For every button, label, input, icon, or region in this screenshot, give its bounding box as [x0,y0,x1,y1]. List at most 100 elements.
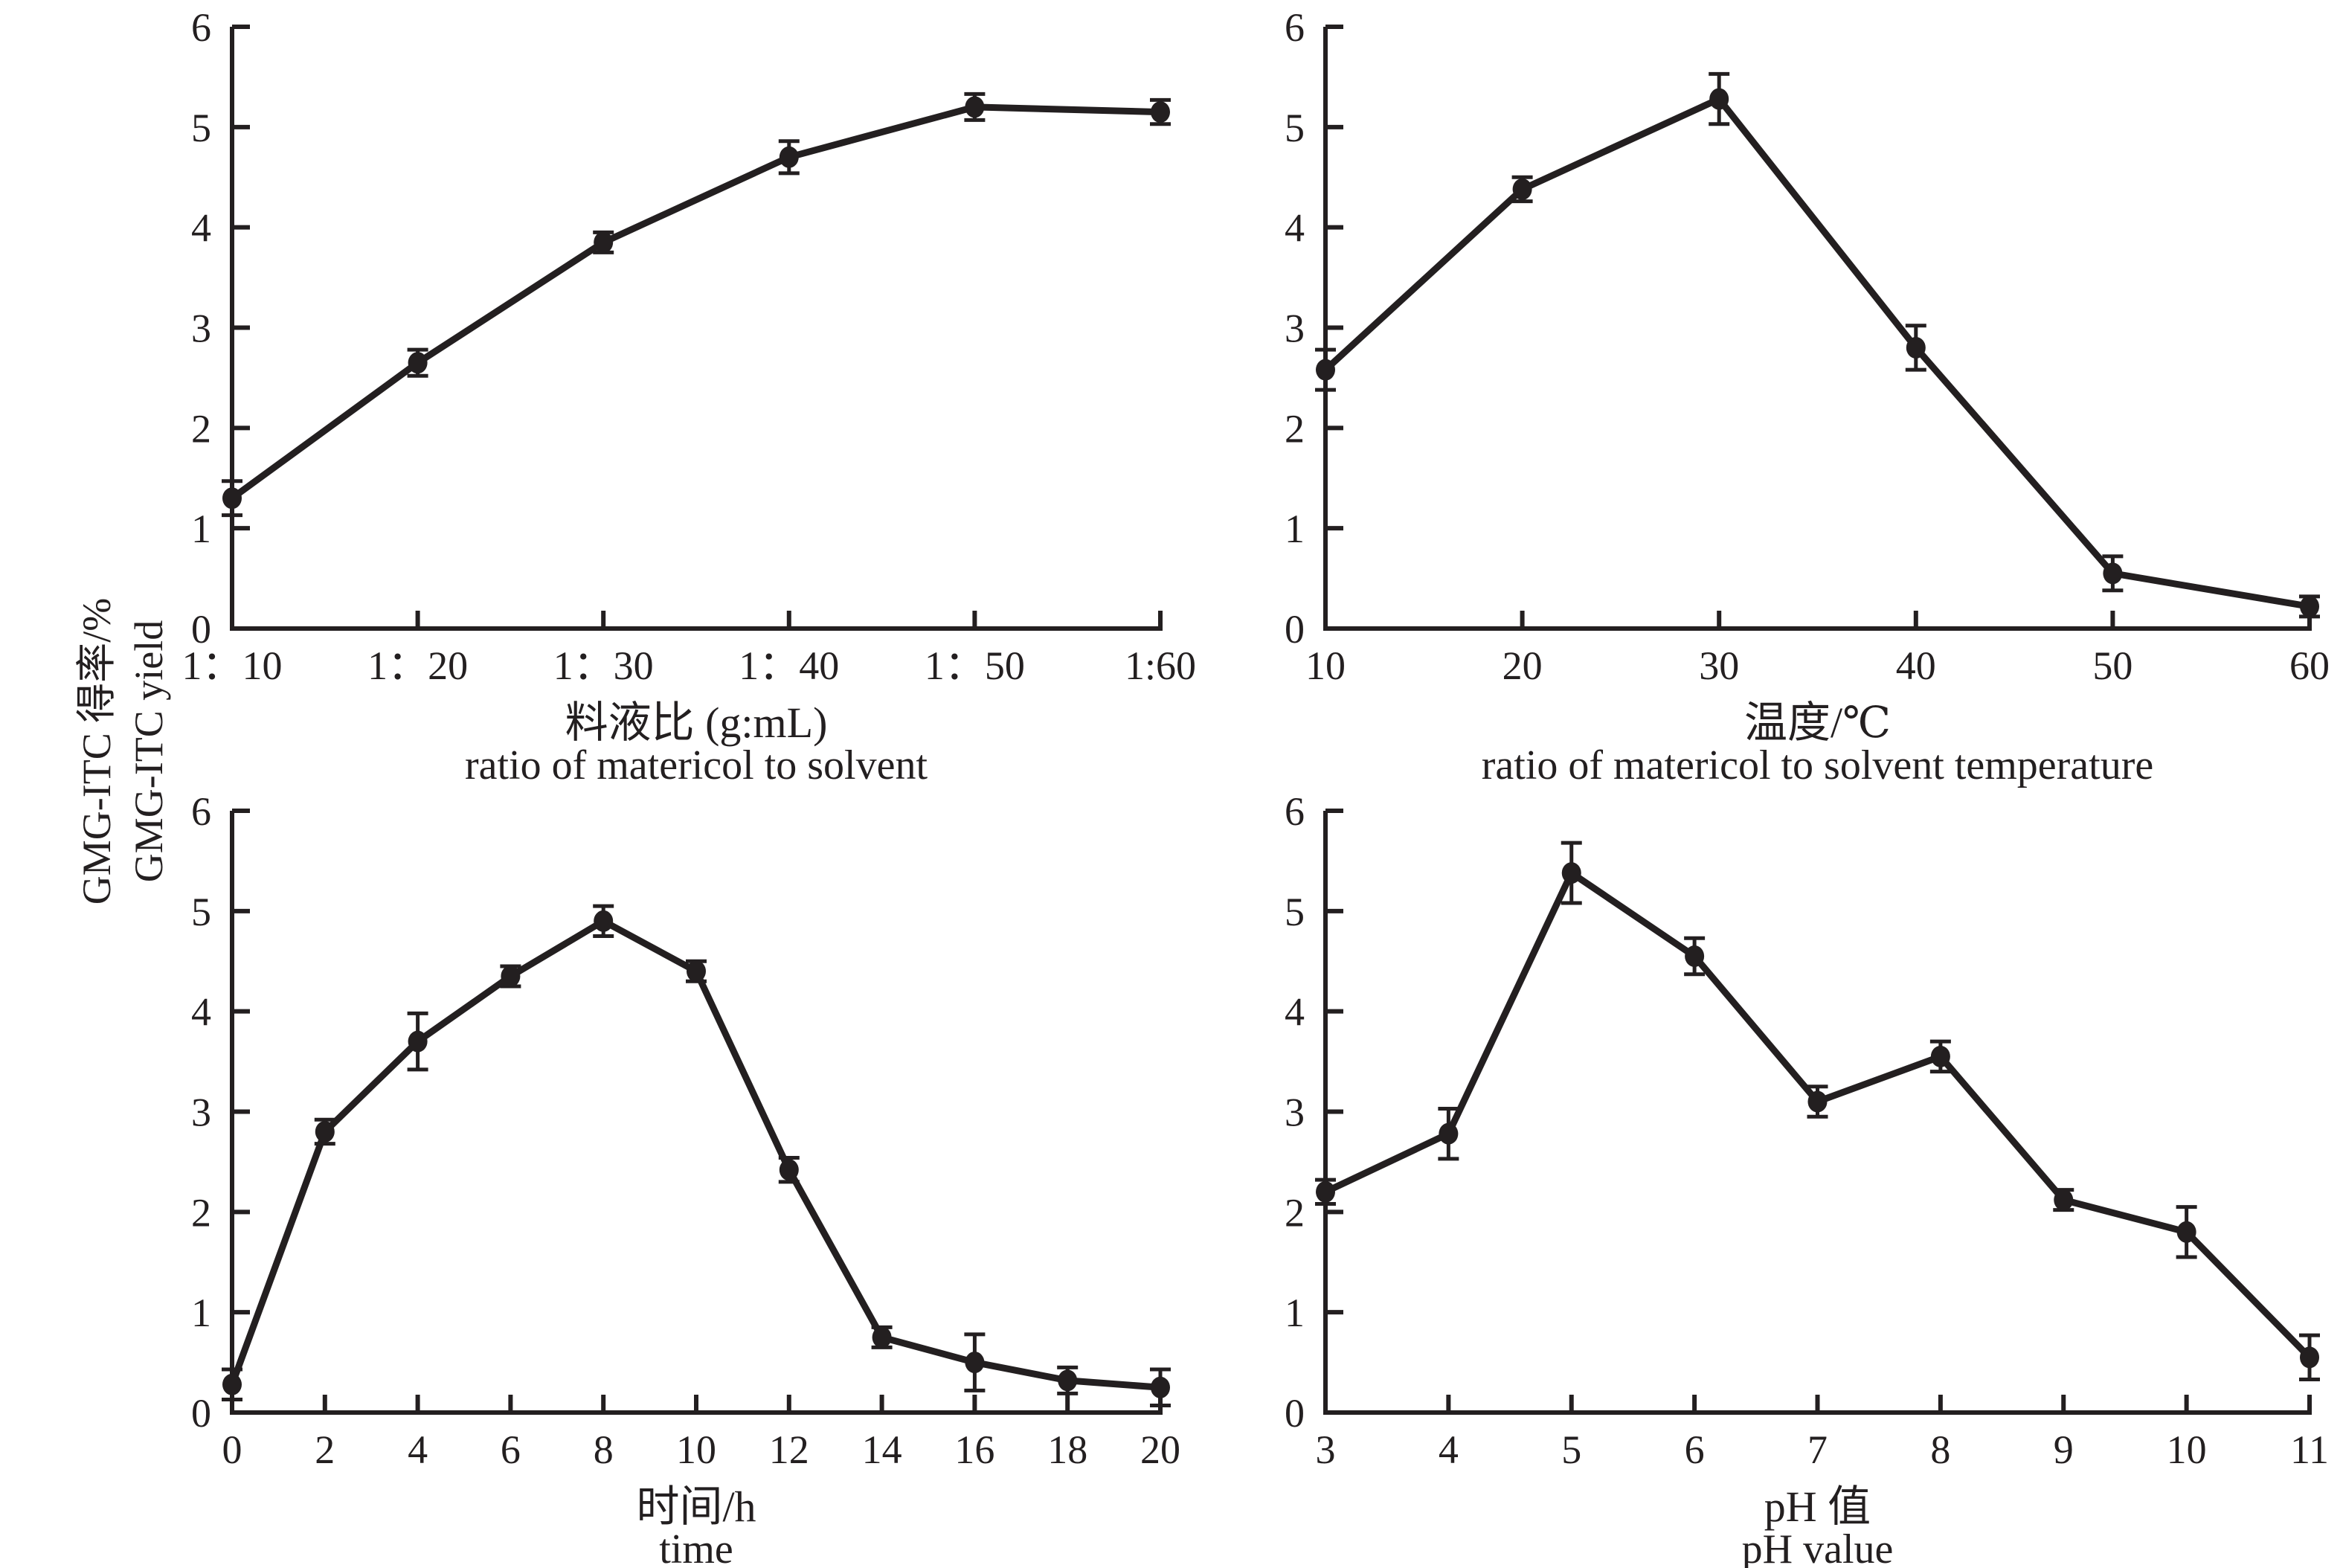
data-point-marker [594,910,614,932]
y-tick-label: 6 [1285,789,1305,834]
y-tick-label: 1 [191,507,211,551]
y-tick-label: 5 [1285,890,1305,934]
y-tick-label: 3 [191,1090,211,1135]
x-tick-label: 8 [1930,1427,1950,1472]
data-point-marker [222,487,242,510]
x-tick-label: 10 [676,1427,716,1472]
data-point-marker [315,1120,335,1143]
x-tick-label: 1:60 [1125,643,1196,688]
x-tick-label: 8 [594,1427,614,1472]
x-tick-label: 1：10 [182,643,283,688]
x-axis-label-en: ratio of matericol to solvent [465,742,928,788]
chart-ph: 0 1 2 3 4 5 6 3 4 5 6 7 8 9 10 11 pH 值pH value [1285,789,2329,1568]
data-point-marker [779,1159,799,1181]
data-point-marker [2103,562,2123,585]
y-tick-label: 0 [1285,607,1305,652]
x-tick-label: 9 [2054,1427,2074,1472]
y-tick-label: 4 [191,990,211,1035]
y-tick-label: 6 [191,5,211,50]
data-point-marker [1316,359,1335,381]
x-tick-label: 20 [1502,643,1543,688]
x-tick-label: 40 [1896,643,1936,688]
x-tick-label: 1：30 [553,643,654,688]
series-line [228,103,1164,502]
chart-ratio-of-material-to-solvent: 0 1 2 3 4 5 6 1：10 1：20 1：30 1：40 1：50 1:60 料液比 (g:mL… [182,5,1197,788]
x-tick-label: 6 [1685,1427,1705,1472]
data-point-marker [594,231,614,254]
x-tick-label: 6 [501,1427,521,1472]
x-tick-label: 12 [769,1427,809,1472]
data-point-marker [1709,88,1729,110]
data-point-marker [779,146,799,168]
x-tick-label: 60 [2289,643,2330,688]
data-point-marker [1685,945,1705,968]
y-tick-label: 0 [191,1391,211,1436]
x-tick-label: 4 [1439,1427,1459,1472]
y-tick-label: 4 [191,206,211,251]
x-tick-label: 16 [954,1427,994,1472]
y-tick-label: 0 [1285,1391,1305,1436]
y-tick-label: 2 [1285,1190,1305,1235]
y-tick-label: 1 [1285,1291,1305,1335]
y-tick-label: 3 [1285,306,1305,351]
data-point-marker [2054,1189,2074,1211]
data-point-marker [1151,1376,1170,1398]
y-tick-label: 6 [1285,5,1305,50]
data-point-marker [2176,1221,2196,1243]
data-point-marker [1807,1090,1828,1113]
x-tick-label: 14 [862,1427,902,1472]
y-tick-label: 2 [191,1190,211,1235]
data-point-marker [1930,1045,1950,1067]
data-point-marker [872,1326,892,1349]
data-point-marker [1561,862,1581,884]
x-axis-label-en: time [659,1526,733,1568]
x-tick-label: 0 [222,1427,242,1472]
x-tick-label: 30 [1699,643,1739,688]
data-point-marker [2300,595,2319,617]
x-tick-label: 3 [1316,1427,1336,1472]
x-axis-label-en: ratio of matericol to solvent temperatur… [1482,742,2153,788]
x-tick-label: 2 [315,1427,335,1472]
x-tick-label: 1：40 [739,643,839,688]
data-point-marker [408,1030,428,1053]
x-axis-label-zh: 温度/℃ [1744,698,1891,747]
y-tick-label: 2 [1285,406,1305,451]
data-point-marker [501,965,521,987]
data-point-marker [1151,101,1170,123]
data-point-marker [687,960,706,983]
data-point-marker [408,352,428,374]
x-tick-label: 18 [1047,1427,1087,1472]
data-point-marker [965,1352,985,1374]
x-axis-label-zh: 时间/h [636,1482,756,1531]
y-tick-label: 4 [1285,206,1305,251]
series-line [228,917,1164,1391]
series-line [1322,95,2313,610]
y-tick-label: 4 [1285,990,1305,1035]
x-tick-label: 10 [2167,1427,2207,1472]
y-tick-label: 3 [191,306,211,351]
x-tick-label: 5 [1561,1427,1581,1472]
y-tick-label: 5 [191,106,211,150]
x-tick-label: 50 [2092,643,2133,688]
data-point-marker [1058,1369,1078,1392]
x-tick-label: 1：20 [367,643,468,688]
x-axis-label-zh: 料液比 (g:mL) [565,698,828,747]
data-point-marker [965,96,985,118]
x-tick-label: 4 [408,1427,428,1472]
y-tick-label: 6 [191,789,211,834]
x-tick-label: 10 [1305,643,1346,688]
y-tick-label: 2 [191,406,211,451]
data-point-marker [1316,1180,1335,1203]
data-point-marker [2300,1346,2319,1369]
data-point-marker [222,1373,242,1395]
y-tick-label: 3 [1285,1090,1305,1135]
y-tick-label: 1 [191,1291,211,1335]
x-tick-label: 20 [1140,1427,1180,1472]
y-tick-label: 1 [1285,507,1305,551]
data-point-marker [1906,336,1926,359]
y-tick-label: 5 [191,890,211,934]
